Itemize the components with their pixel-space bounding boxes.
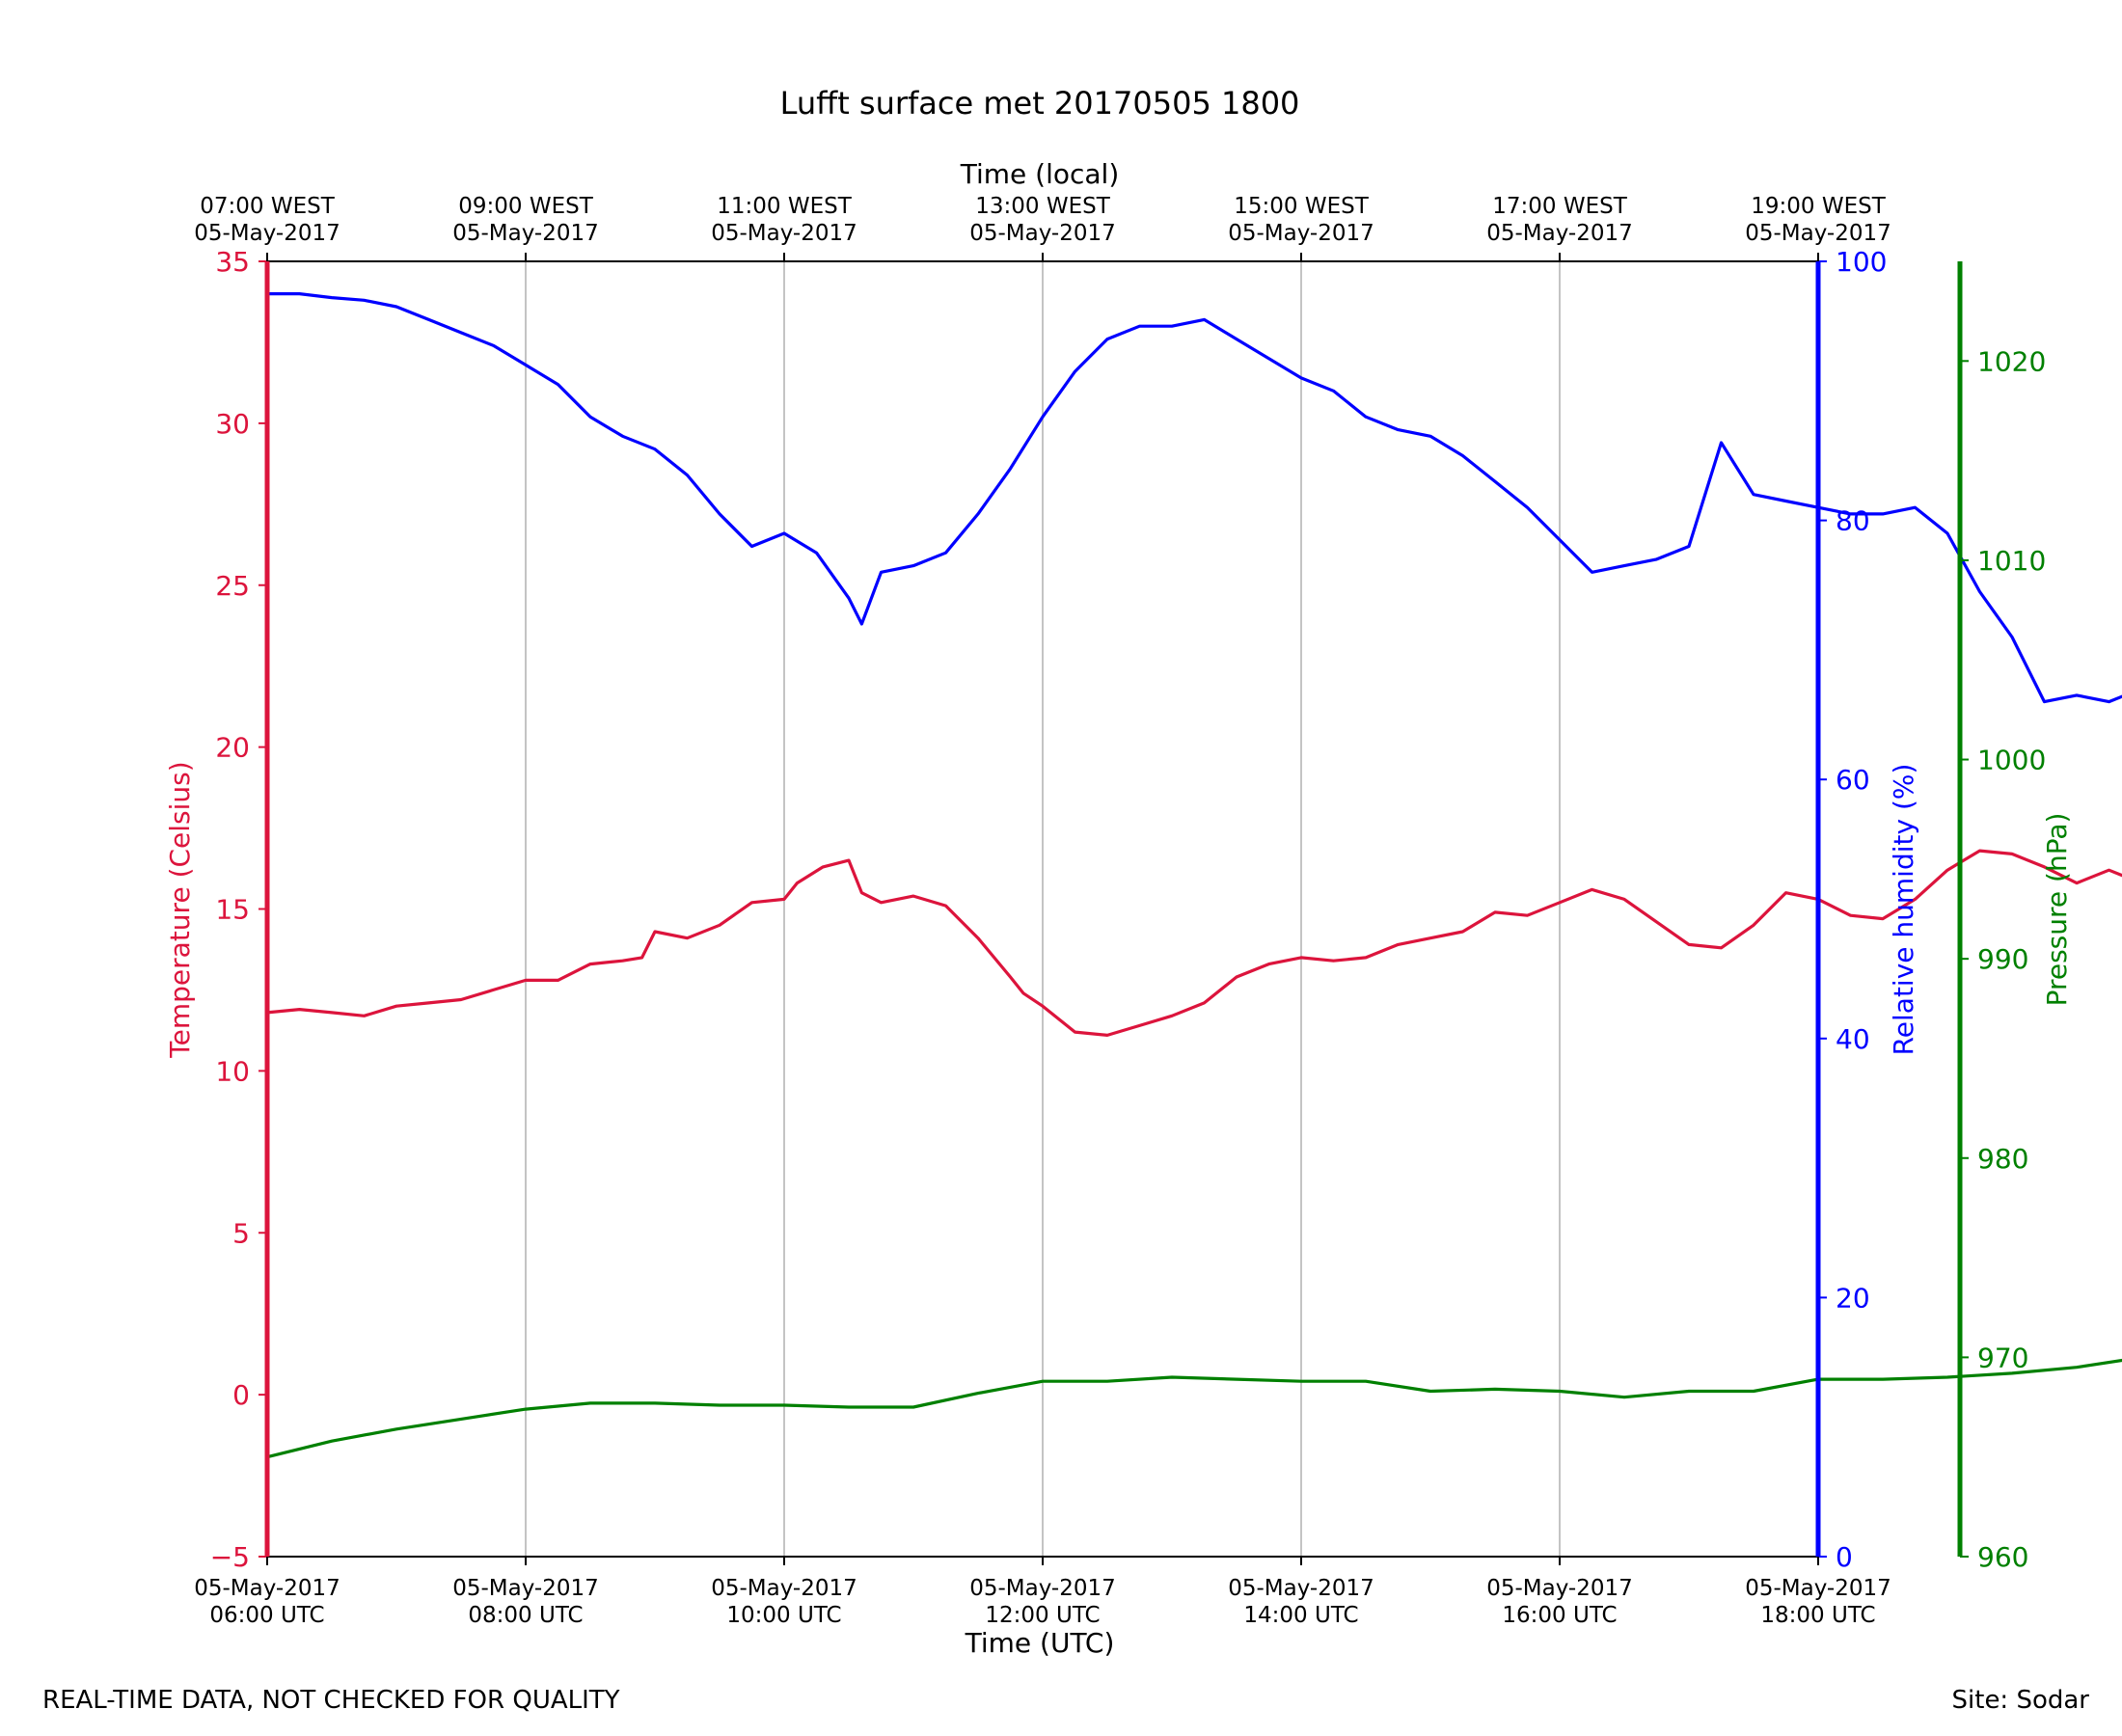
chart-title: Lufft surface met 20170505 1800 bbox=[780, 85, 1300, 122]
bottom-tick-time: 08:00 UTC bbox=[468, 1603, 583, 1628]
top-tick-date: 05-May-2017 bbox=[194, 221, 340, 246]
bottom-tick-date: 05-May-2017 bbox=[711, 1576, 857, 1601]
top-axis-label: Time (local) bbox=[960, 158, 1120, 190]
top-tick-time: 17:00 WEST bbox=[1492, 194, 1627, 219]
pressure-tick-label: 970 bbox=[1977, 1342, 2028, 1373]
bottom-tick-date: 05-May-2017 bbox=[1228, 1576, 1374, 1601]
bottom-tick-date: 05-May-2017 bbox=[1486, 1576, 1633, 1601]
bottom-tick-date: 05-May-2017 bbox=[1745, 1576, 1891, 1601]
temperature-tick-label: 15 bbox=[215, 894, 250, 926]
top-tick-time: 07:00 WEST bbox=[200, 194, 335, 219]
top-tick-date: 05-May-2017 bbox=[969, 221, 1116, 246]
bottom-tick-time: 12:00 UTC bbox=[985, 1603, 1100, 1628]
bottom-tick-time: 10:00 UTC bbox=[726, 1603, 841, 1628]
humidity-tick-label: 0 bbox=[1836, 1541, 1853, 1573]
humidity-tick-label: 40 bbox=[1836, 1023, 1870, 1055]
vertical-gridlines bbox=[525, 261, 1561, 1557]
axes: −5 0 5 10 15 20 25 30 35 0 20 40 60 80 100 960 970 980 990… bbox=[194, 194, 2046, 1628]
bottom-tick-time: 18:00 UTC bbox=[1760, 1603, 1875, 1628]
temperature-tick-label: 35 bbox=[215, 246, 250, 278]
temperature-tick-label: 0 bbox=[232, 1379, 250, 1411]
pressure-tick-label: 1020 bbox=[1977, 345, 2046, 377]
temperature-axis-label: Temperature (Celsius) bbox=[164, 761, 196, 1058]
top-tick-time: 19:00 WEST bbox=[1751, 194, 1886, 219]
pressure-tick-label: 980 bbox=[1977, 1143, 2028, 1175]
relative-humidity-line bbox=[267, 292, 2122, 704]
pressure-axis-label: Pressure (hPa) bbox=[2041, 813, 2073, 1007]
temperature-tick-label: 10 bbox=[215, 1055, 250, 1087]
pressure-line bbox=[266, 1358, 2122, 1459]
humidity-tick-label: 100 bbox=[1836, 246, 1887, 278]
bottom-tick-date: 05-May-2017 bbox=[969, 1576, 1116, 1601]
top-tick-date: 05-May-2017 bbox=[711, 221, 857, 246]
bottom-tick-time: 14:00 UTC bbox=[1243, 1603, 1358, 1628]
bottom-tick-date: 05-May-2017 bbox=[452, 1576, 599, 1601]
temperature-line bbox=[266, 849, 2122, 1038]
temperature-tick-label: 5 bbox=[232, 1217, 250, 1249]
pressure-tick-label: 990 bbox=[1977, 943, 2028, 975]
top-tick-time: 11:00 WEST bbox=[717, 194, 852, 219]
top-tick-time: 09:00 WEST bbox=[458, 194, 593, 219]
top-tick-time: 13:00 WEST bbox=[975, 194, 1110, 219]
humidity-axis-label: Relative humidity (%) bbox=[1888, 764, 1919, 1056]
pressure-tick-label: 960 bbox=[1977, 1541, 2028, 1573]
humidity-tick-label: 80 bbox=[1836, 505, 1870, 537]
humidity-tick-label: 60 bbox=[1836, 764, 1870, 796]
temperature-tick-label: −5 bbox=[210, 1541, 250, 1573]
data-series bbox=[266, 292, 2122, 1459]
site-label: Site: Sodar bbox=[1951, 1686, 2089, 1715]
pressure-tick-label: 1000 bbox=[1977, 745, 2046, 776]
bottom-tick-date: 05-May-2017 bbox=[194, 1576, 340, 1601]
top-tick-time: 15:00 WEST bbox=[1234, 194, 1369, 219]
temperature-tick-label: 25 bbox=[215, 570, 250, 602]
pressure-tick-label: 1010 bbox=[1977, 545, 2046, 577]
temperature-tick-label: 30 bbox=[215, 408, 250, 440]
bottom-tick-time: 06:00 UTC bbox=[209, 1603, 324, 1628]
top-tick-date: 05-May-2017 bbox=[1745, 221, 1891, 246]
top-tick-date: 05-May-2017 bbox=[452, 221, 599, 246]
humidity-tick-label: 20 bbox=[1836, 1282, 1870, 1314]
bottom-tick-time: 16:00 UTC bbox=[1502, 1603, 1617, 1628]
temperature-tick-label: 20 bbox=[215, 732, 250, 764]
top-tick-date: 05-May-2017 bbox=[1228, 221, 1374, 246]
top-tick-date: 05-May-2017 bbox=[1486, 221, 1633, 246]
quality-disclaimer: REAL-TIME DATA, NOT CHECKED FOR QUALITY bbox=[42, 1686, 620, 1715]
bottom-axis-label: Time (UTC) bbox=[965, 1627, 1115, 1659]
